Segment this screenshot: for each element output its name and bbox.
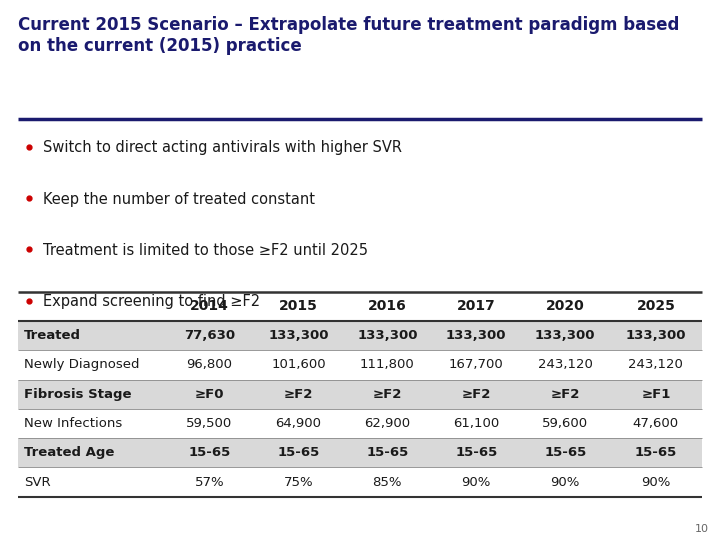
Text: 15-65: 15-65 bbox=[635, 447, 677, 460]
Text: 90%: 90% bbox=[641, 476, 670, 489]
Text: 90%: 90% bbox=[462, 476, 491, 489]
Text: Keep the number of treated constant: Keep the number of treated constant bbox=[43, 192, 315, 207]
Text: 15-65: 15-65 bbox=[455, 447, 498, 460]
Text: 133,300: 133,300 bbox=[357, 329, 418, 342]
Text: 2020: 2020 bbox=[546, 299, 585, 313]
Text: 59,600: 59,600 bbox=[542, 417, 588, 430]
Text: 111,800: 111,800 bbox=[360, 359, 415, 372]
Text: 15-65: 15-65 bbox=[544, 447, 586, 460]
Text: 62,900: 62,900 bbox=[364, 417, 410, 430]
Text: 90%: 90% bbox=[551, 476, 580, 489]
Text: 10: 10 bbox=[696, 523, 709, 534]
Text: 15-65: 15-65 bbox=[189, 447, 230, 460]
Text: 133,300: 133,300 bbox=[626, 329, 686, 342]
Text: Newly Diagnosed: Newly Diagnosed bbox=[24, 359, 139, 372]
Text: 64,900: 64,900 bbox=[276, 417, 321, 430]
Text: 61,100: 61,100 bbox=[453, 417, 500, 430]
Bar bbox=[18, 438, 702, 468]
Text: 133,300: 133,300 bbox=[446, 329, 507, 342]
Bar bbox=[18, 321, 702, 350]
Text: ≥F2: ≥F2 bbox=[284, 388, 313, 401]
Text: 2016: 2016 bbox=[368, 299, 407, 313]
Text: 2014: 2014 bbox=[190, 299, 229, 313]
Text: SVR: SVR bbox=[24, 476, 50, 489]
Text: Treatment is limited to those ≥F2 until 2025: Treatment is limited to those ≥F2 until … bbox=[43, 243, 368, 258]
Text: 77,630: 77,630 bbox=[184, 329, 235, 342]
Text: 47,600: 47,600 bbox=[633, 417, 679, 430]
Text: 133,300: 133,300 bbox=[268, 329, 329, 342]
Text: Current 2015 Scenario – Extrapolate future treatment paradigm based
on the curre: Current 2015 Scenario – Extrapolate futu… bbox=[18, 16, 680, 55]
Text: 243,120: 243,120 bbox=[629, 359, 683, 372]
Text: Expand screening to find ≥F2: Expand screening to find ≥F2 bbox=[43, 294, 261, 309]
Text: 101,600: 101,600 bbox=[271, 359, 325, 372]
Text: Treated Age: Treated Age bbox=[24, 447, 114, 460]
Text: 15-65: 15-65 bbox=[366, 447, 408, 460]
Text: 75%: 75% bbox=[284, 476, 313, 489]
Text: ≥F2: ≥F2 bbox=[551, 388, 580, 401]
Bar bbox=[18, 380, 702, 409]
Text: 2025: 2025 bbox=[636, 299, 675, 313]
Text: 243,120: 243,120 bbox=[538, 359, 593, 372]
Text: ≥F1: ≥F1 bbox=[641, 388, 670, 401]
Text: 133,300: 133,300 bbox=[535, 329, 595, 342]
Text: 15-65: 15-65 bbox=[277, 447, 320, 460]
Text: ≥F2: ≥F2 bbox=[462, 388, 491, 401]
Text: 2017: 2017 bbox=[457, 299, 495, 313]
Text: Switch to direct acting antivirals with higher SVR: Switch to direct acting antivirals with … bbox=[43, 140, 402, 156]
Text: 59,500: 59,500 bbox=[186, 417, 233, 430]
Text: ≥F2: ≥F2 bbox=[373, 388, 402, 401]
Text: 96,800: 96,800 bbox=[186, 359, 233, 372]
Text: Fibrosis Stage: Fibrosis Stage bbox=[24, 388, 131, 401]
Text: Treated: Treated bbox=[24, 329, 81, 342]
Text: 2015: 2015 bbox=[279, 299, 318, 313]
Text: 167,700: 167,700 bbox=[449, 359, 504, 372]
Text: New Infections: New Infections bbox=[24, 417, 122, 430]
Text: 85%: 85% bbox=[373, 476, 402, 489]
Text: 57%: 57% bbox=[194, 476, 225, 489]
Text: ≥F0: ≥F0 bbox=[195, 388, 224, 401]
